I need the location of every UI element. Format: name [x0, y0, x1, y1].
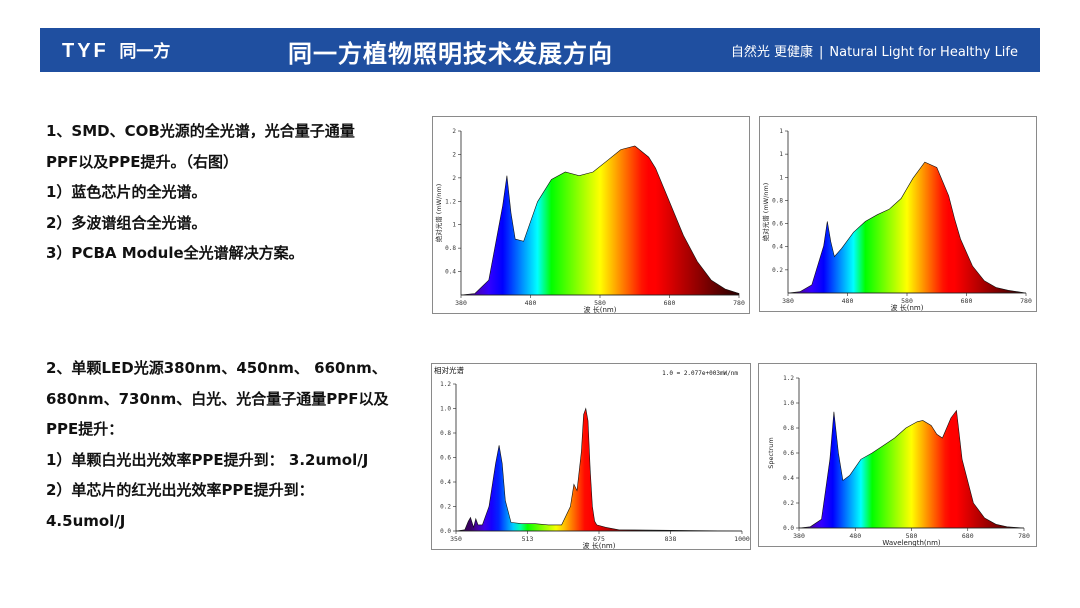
y-tick-label: 0.2 — [783, 500, 794, 507]
x-tick-label: 480 — [525, 299, 537, 307]
x-tick-label: 675 — [593, 535, 605, 543]
section-1-line: 3）PCBA Module全光谱解决方案。 — [46, 244, 304, 262]
x-tick-label: 513 — [522, 535, 534, 543]
y-tick-label: 1 — [779, 128, 783, 135]
y-tick-label: 2 — [452, 128, 456, 135]
section-2-line: 680nm、730nm、白光、光合量子通量PPF以及 — [46, 389, 389, 408]
x-tick-label: 1000 — [734, 535, 750, 543]
y-axis-label: 绝对光谱 (mW/nm) — [761, 183, 770, 242]
section-2-line: 4.5umol/J — [46, 511, 126, 530]
y-tick-label: 1.0 — [440, 406, 451, 413]
header-banner: TYF 同一方 同一方植物照明技术发展方向 自然光 更健康 | Natural Li… — [40, 28, 1040, 72]
spectrum-chart-3: 350 513 675 838 1000 0.0 0.2 0.4 0.6 0.8 1.0 1.2 波 长… — [431, 363, 751, 550]
y-axis-label: Spectrum — [767, 437, 775, 469]
y-tick-label: 1.2 — [783, 375, 794, 382]
slogan-en: Natural Light for Healthy Life — [829, 45, 1018, 60]
x-tick-label: 480 — [842, 297, 854, 305]
x-axis-label: 波 长(nm) — [584, 305, 617, 313]
spectrum-chart-2: 380 480 580 680 780 0.2 0.4 0.6 0.8 1 1 1 波 长(nm) 绝对光… — [759, 116, 1037, 312]
x-axis-label: 波 长(nm) — [891, 303, 924, 311]
x-tick-label: 780 — [1018, 532, 1030, 540]
x-tick-label: 350 — [450, 535, 462, 543]
section-2-line: 1）单颗白光出光效率PPE提升到： 3.2umol/J — [46, 450, 369, 469]
y-tick-label: 0.8 — [440, 430, 451, 437]
section-2-text: 2、单颗LED光源380nm、450nm、 660nm、 680nm、730nm… — [46, 353, 421, 536]
y-tick-label: 0.4 — [772, 244, 783, 251]
spectrum-chart-3-svg: 350 513 675 838 1000 0.0 0.2 0.4 0.6 0.8 1.0 1.2 波 长… — [434, 365, 750, 549]
x-tick-label: 680 — [961, 297, 973, 305]
y-tick-label: 0.0 — [783, 525, 794, 532]
spectrum-area — [455, 407, 743, 532]
section-1-line: 1、SMD、COB光源的全光谱，光合量子通量 — [46, 122, 355, 140]
spectrum-area — [460, 145, 740, 296]
y-tick-label: 2 — [452, 151, 456, 158]
x-tick-label: 580 — [594, 299, 606, 307]
spectrum-chart-1: 380 480 580 680 780 0.4 0.8 1 1.2 2 2 2 波 长(nm) 绝对光谱 … — [432, 116, 750, 314]
x-tick-label: 680 — [962, 532, 974, 540]
y-tick-label: 0.6 — [783, 450, 794, 457]
spectrum-area — [787, 161, 1027, 294]
logo-text: TYF — [62, 40, 109, 62]
x-tick-label: 838 — [665, 535, 677, 543]
y-tick-label: 0.8 — [783, 425, 794, 432]
chart-title: 相对光谱 — [434, 365, 464, 375]
y-tick-label: 0.4 — [445, 269, 456, 276]
y-tick-label: 2 — [452, 175, 456, 182]
y-tick-label: 1.2 — [445, 198, 456, 205]
spectrum-chart-4-svg: 380 480 580 680 780 0.0 0.2 0.4 0.6 0.8 1.0 1.2 Wave… — [767, 375, 1030, 546]
x-tick-label: 480 — [849, 532, 861, 540]
x-tick-label: 580 — [901, 297, 913, 305]
x-axis-label: Wavelength(nm) — [882, 539, 941, 546]
section-2-line: 2）单芯片的红光出光效率PPE提升到： — [46, 481, 314, 499]
y-tick-label: 1 — [452, 222, 456, 229]
section-1-line: 2）多波谱组合全光谱。 — [46, 213, 207, 232]
logo: TYF 同一方 — [62, 37, 170, 63]
section-1-line: 1）蓝色芯片的全光谱。 — [46, 183, 207, 201]
section-2-line: 2、单颗LED光源380nm、450nm、 660nm、 — [46, 359, 387, 377]
x-tick-label: 380 — [782, 297, 794, 305]
y-tick-label: 0.2 — [440, 504, 451, 511]
section-1-line: PPF以及PPE提升。（右图） — [46, 152, 238, 171]
page-title: 同一方植物照明技术发展方向 — [288, 40, 613, 68]
section-2-line: PPE提升： — [46, 420, 124, 438]
y-tick-label: 0.6 — [772, 221, 783, 228]
slogan-cn: 自然光 更健康 — [730, 45, 813, 60]
y-tick-label: 1 — [779, 151, 783, 158]
x-tick-label: 380 — [455, 299, 467, 307]
x-tick-label: 780 — [733, 299, 745, 307]
slogan-separator: | — [819, 45, 824, 60]
y-tick-label: 0.0 — [440, 528, 451, 535]
x-tick-label: 580 — [906, 532, 918, 540]
section-1-text: 1、SMD、COB光源的全光谱，光合量子通量 PPF以及PPE提升。（右图） 1… — [46, 116, 406, 269]
x-tick-label: 680 — [664, 299, 676, 307]
y-tick-label: 0.8 — [445, 245, 456, 252]
logo-cn: 同一方 — [119, 42, 171, 62]
y-tick-label: 1.2 — [440, 381, 451, 388]
slogan: 自然光 更健康 | Natural Light for Healthy Life — [731, 41, 1018, 60]
x-tick-label: 380 — [793, 532, 805, 540]
y-tick-label: 1 — [779, 174, 783, 181]
y-tick-label: 0.4 — [783, 475, 794, 482]
y-tick-label: 0.6 — [440, 455, 451, 462]
spectrum-area — [798, 409, 1025, 529]
spectrum-chart-1-svg: 380 480 580 680 780 0.4 0.8 1 1.2 2 2 2 波 长(nm) 绝对光谱 … — [434, 128, 745, 313]
x-axis-label: 波 长(nm) — [583, 541, 616, 549]
chart-annotation: 1.0 = 2.077e+003mW/nm — [662, 370, 738, 377]
y-tick-label: 1.0 — [783, 400, 794, 407]
spectrum-chart-2-svg: 380 480 580 680 780 0.2 0.4 0.6 0.8 1 1 1 波 长(nm) 绝对光… — [761, 128, 1032, 311]
y-tick-label: 0.2 — [772, 267, 783, 274]
y-axis-label: 绝对光谱 (mW/nm) — [434, 184, 443, 243]
spectrum-chart-4: 380 480 580 680 780 0.0 0.2 0.4 0.6 0.8 1.0 1.2 Wave… — [758, 363, 1037, 547]
y-tick-label: 0.8 — [772, 197, 783, 204]
x-tick-label: 780 — [1020, 297, 1032, 305]
y-tick-label: 0.4 — [440, 479, 451, 486]
